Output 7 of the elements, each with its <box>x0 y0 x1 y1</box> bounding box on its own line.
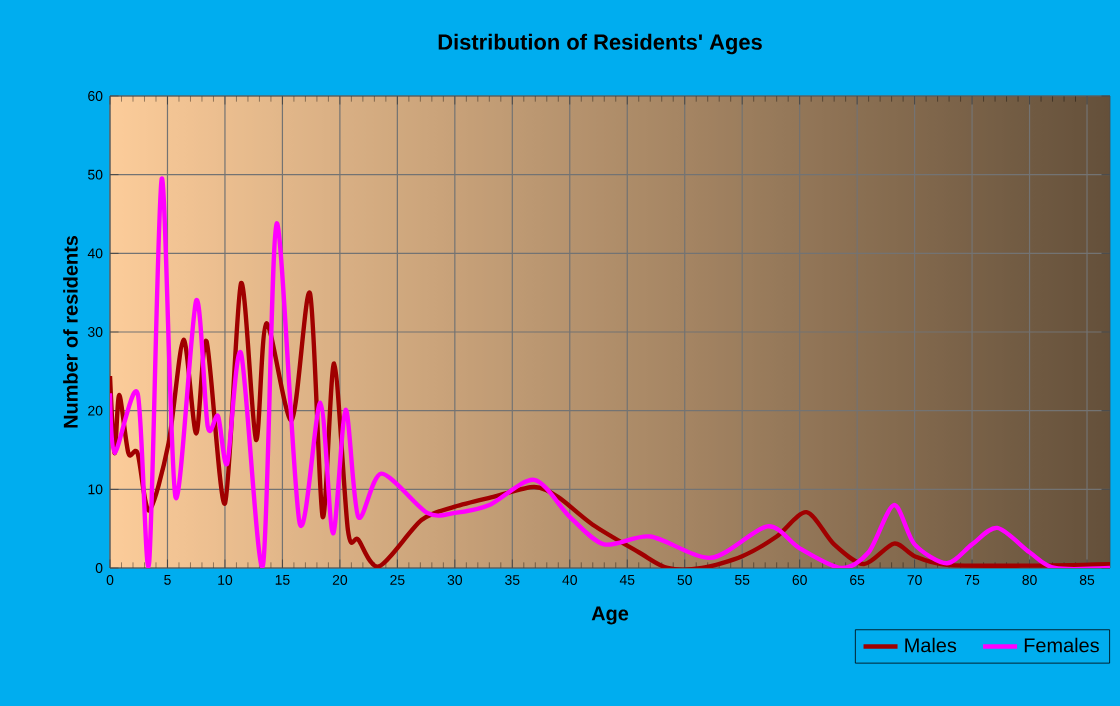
line-series <box>110 281 1111 568</box>
line-series <box>110 176 1111 568</box>
chart-title: Distribution of Residents' Ages <box>438 33 762 55</box>
y-axis-title: Number of residents <box>63 235 78 428</box>
x-axis-title: Age <box>591 606 629 625</box>
legend-label: Females <box>1024 637 1099 653</box>
legend-label: Males <box>905 637 957 653</box>
